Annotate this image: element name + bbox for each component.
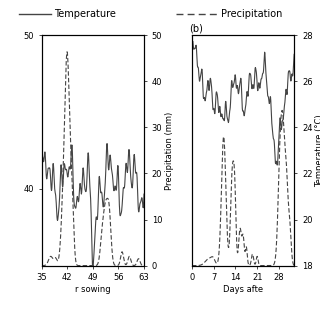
X-axis label: r sowing: r sowing <box>75 285 111 294</box>
Text: Temperature: Temperature <box>54 9 116 20</box>
Y-axis label: Precipitation (mm): Precipitation (mm) <box>165 111 174 189</box>
Y-axis label: Temperature (°C): Temperature (°C) <box>316 114 320 187</box>
Text: (b): (b) <box>189 24 203 34</box>
X-axis label: Days afte: Days afte <box>223 285 263 294</box>
Text: Precipitation: Precipitation <box>221 9 282 20</box>
